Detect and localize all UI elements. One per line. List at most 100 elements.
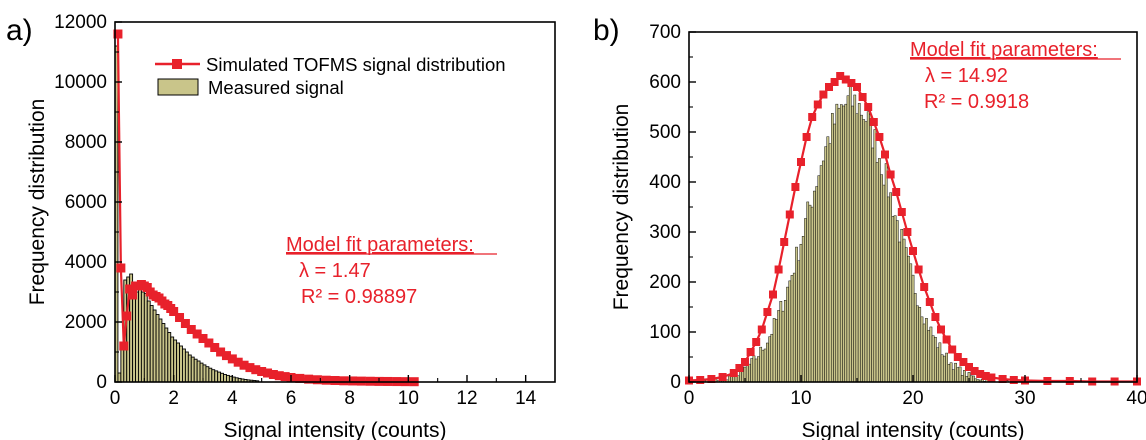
measured-bar [786,286,789,383]
measured-bar [745,365,749,383]
simulated-point [830,78,839,86]
measured-bar [822,160,825,383]
panel-a-x-axis-label: Signal intensity (counts) [224,419,447,440]
measured-bar [799,243,803,383]
panel-b: b) 0 10 20 30 40 0 100 200 300 400 500 600 700 Sign… [593,14,1146,440]
simulated-point [204,338,214,348]
simulated-point [245,363,255,373]
measured-bar [846,95,850,383]
simulated-point [965,363,973,371]
simulated-point [251,365,261,375]
simulated-point [221,351,231,361]
measured-bar [880,174,883,383]
measured-bar [797,260,801,383]
x-tick-label: 30 [1014,388,1035,409]
simulated-point [797,158,805,166]
measured-bar [848,85,852,383]
measured-bar [907,255,910,383]
x-tick-label: 14 [515,388,537,409]
simulated-point [864,103,873,111]
simulated-point [175,313,185,322]
measured-bar [831,113,834,383]
measured-bar [835,103,839,383]
simulated-point [321,375,331,385]
simulated-point [268,370,278,379]
panel-a-fit-annotation: Model fit parameters: λ = 1.47 R² = 0.98… [286,234,497,308]
simulated-point [836,72,845,80]
measured-bar [940,354,944,383]
simulated-point [339,376,349,386]
simulated-point [125,284,135,294]
simulated-point [274,371,284,381]
simulated-point [869,118,878,126]
simulated-point [757,325,766,334]
panel-b-bars [689,85,1112,383]
panel-b-label: b) [593,14,620,47]
simulated-point [169,307,179,316]
measured-bar [839,104,843,383]
simulated-point [304,374,314,384]
measured-bar [891,216,895,383]
measured-bar [972,375,975,383]
simulated-point [1043,377,1052,385]
simulated-point [892,188,901,196]
measured-bar [878,158,881,383]
simulated-point [718,373,727,381]
measured-bar [750,358,754,383]
simulated-point [970,367,979,375]
y-tick-label: 6000 [65,192,107,213]
simulated-point [858,93,867,101]
measured-bar [895,220,899,383]
simulated-point [819,90,828,99]
simulated-point [780,238,789,246]
measured-bar [819,165,823,383]
simulated-point [746,348,755,356]
simulated-point [785,210,794,219]
simulated-point [920,283,929,291]
simulated-point [312,375,322,385]
measured-bar [916,305,919,383]
simulated-point [802,133,811,141]
measured-bar [875,162,879,383]
panel-a-x-ticks: 0 2 4 6 8 10 12 14 [110,375,537,409]
measured-bar [938,342,942,383]
legend-marker-sample [172,59,182,69]
measured-bar [855,113,859,383]
measured-bar [904,247,908,383]
y-tick-label: 0 [670,372,681,393]
legend-entry-measured: Measured signal [208,77,344,98]
measured-bar [869,114,872,383]
measured-bar [815,186,819,383]
measured-bar [909,263,913,383]
measured-bar [779,301,783,383]
measured-bar [857,103,861,383]
panel-a-y-axis-label: Frequency distribution [26,99,49,306]
measured-bar [766,342,769,383]
measured-bar [969,375,973,383]
simulated-point [1065,377,1074,385]
simulated-point [937,325,945,334]
x-tick-label: 10 [790,388,811,409]
panel-b-fit-title: Model fit parameters: [910,39,1098,61]
measured-bar [925,318,928,383]
measured-bar [788,280,792,383]
y-tick-label: 100 [649,322,681,343]
panel-a-legend: Simulated TOFMS signal distribution Meas… [155,54,506,98]
measured-bar [842,105,845,383]
simulated-point [735,364,744,372]
measured-bar [790,275,794,383]
measured-bar [956,367,960,383]
measured-bar [775,319,778,383]
simulated-point [942,335,951,344]
panel-b-fit-annotation: Model fit parameters: λ = 14.92 R² = 0.9… [910,39,1121,113]
simulated-point [216,347,226,357]
measured-bar [958,366,962,383]
panel-b-x-axis-label: Signal intensity (counts) [802,419,1025,440]
measured-bar [873,129,877,383]
measured-bar [772,318,776,383]
measured-bar [871,147,875,383]
measured-bar [887,196,890,383]
measured-bar [768,336,771,383]
simulated-point [122,311,132,321]
panel-a: a) 0 2 4 6 8 10 12 14 0 2000 4000 6000 8000 10000 120… [6,12,556,440]
